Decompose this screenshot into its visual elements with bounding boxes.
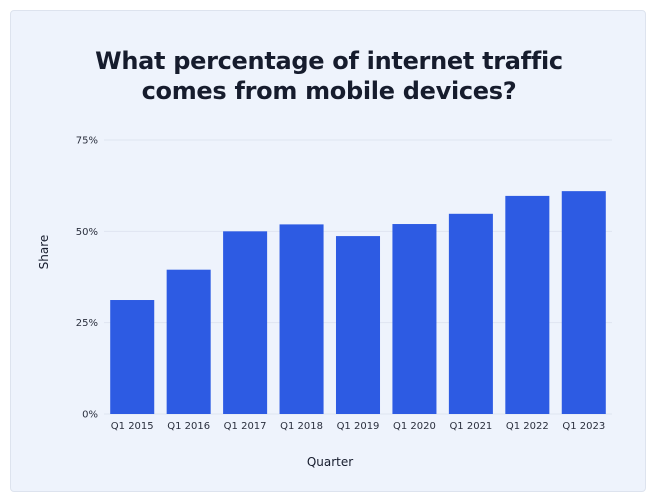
chart-title-line-1: What percentage of internet traffic bbox=[95, 47, 563, 75]
y-tick-label: 75% bbox=[76, 136, 98, 147]
x-tick-label: Q1 2022 bbox=[506, 421, 549, 432]
x-axis-ticks: Q1 2015 Q1 2016 Q1 2017 Q1 2018 Q1 2019 Q1 20… bbox=[111, 421, 605, 432]
x-tick-label: Q1 2017 bbox=[224, 421, 267, 432]
chart-title-line-2: comes from mobile devices? bbox=[141, 77, 517, 105]
y-tick-label: 0% bbox=[82, 410, 98, 421]
y-tick-label: 50% bbox=[76, 227, 98, 238]
bar bbox=[561, 191, 606, 414]
bar bbox=[223, 231, 268, 414]
y-axis-title: Share bbox=[37, 235, 51, 270]
x-tick-label: Q1 2021 bbox=[449, 421, 492, 432]
bar bbox=[279, 224, 324, 414]
bar bbox=[505, 195, 550, 414]
bar bbox=[110, 300, 155, 414]
x-tick-label: Q1 2016 bbox=[167, 421, 210, 432]
x-tick-label: Q1 2020 bbox=[393, 421, 436, 432]
y-axis-ticks: 0% 25% 50% 75% bbox=[76, 136, 98, 421]
bar bbox=[335, 236, 381, 414]
x-tick-label: Q1 2023 bbox=[562, 421, 605, 432]
chart-title: What percentage of internet traffic come… bbox=[0, 46, 658, 106]
x-tick-label: Q1 2019 bbox=[337, 421, 380, 432]
y-tick-label: 25% bbox=[76, 318, 98, 329]
bar bbox=[392, 224, 437, 414]
bars bbox=[110, 191, 606, 414]
bar bbox=[166, 269, 211, 414]
x-axis-title: Quarter bbox=[307, 455, 353, 469]
bar bbox=[448, 213, 493, 414]
x-tick-label: Q1 2015 bbox=[111, 421, 154, 432]
x-tick-label: Q1 2018 bbox=[280, 421, 323, 432]
